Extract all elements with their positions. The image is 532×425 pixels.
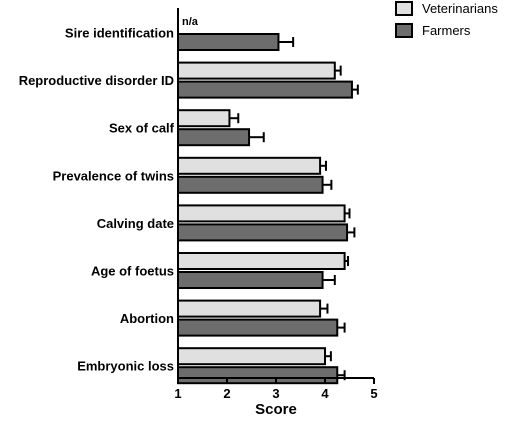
bar-farmers xyxy=(177,128,251,147)
bar-veterinarians xyxy=(177,299,322,318)
bar-veterinarians xyxy=(177,109,231,128)
x-tick-label: 4 xyxy=(321,386,329,401)
legend-label: Farmers xyxy=(422,23,471,38)
bar-veterinarians xyxy=(177,61,336,80)
bar-farmers xyxy=(177,223,349,242)
category-label: Reproductive disorder ID xyxy=(19,73,174,88)
legend-swatch-farmers xyxy=(395,23,413,38)
bar-farmers xyxy=(177,80,353,99)
bar-farmers xyxy=(177,33,280,51)
error-bars-layer xyxy=(229,37,359,381)
category-label: Calving date xyxy=(97,216,174,231)
x-axis-title: Score xyxy=(255,401,297,418)
bar-veterinarians xyxy=(177,204,346,223)
category-label: Age of foetus xyxy=(91,264,174,279)
category-labels-layer: Sire identification Reproductive disorder… xyxy=(19,26,175,374)
category-label: Abortion xyxy=(120,311,174,326)
legend-label: Veterinarians xyxy=(422,1,498,16)
category-label: Sex of calf xyxy=(109,121,175,136)
category-label: Sire identification xyxy=(65,26,174,41)
bars-layer xyxy=(177,33,353,385)
x-tick-label: 5 xyxy=(370,386,377,401)
annotation-label: n/a xyxy=(182,16,199,28)
category-label: Embryonic loss xyxy=(77,359,174,374)
ticks-layer: 1 2 3 4 5 xyxy=(174,378,378,401)
bar-farmers xyxy=(177,271,324,289)
bar-farmers xyxy=(177,366,339,385)
bar-veterinarians xyxy=(177,347,326,366)
x-tick-label: 3 xyxy=(272,386,279,401)
annotations-layer: n/a xyxy=(182,16,199,28)
bar-veterinarians xyxy=(177,156,322,175)
x-tick-label: 2 xyxy=(223,386,230,401)
legend: Veterinarians Farmers xyxy=(395,1,498,38)
category-label: Prevalence of twins xyxy=(53,168,174,183)
bar-farmers xyxy=(177,175,324,194)
bar-farmers xyxy=(177,318,339,337)
x-tick-label: 1 xyxy=(174,386,181,401)
legend-swatch-veterinarians xyxy=(395,1,413,16)
bar-veterinarians xyxy=(177,252,346,270)
